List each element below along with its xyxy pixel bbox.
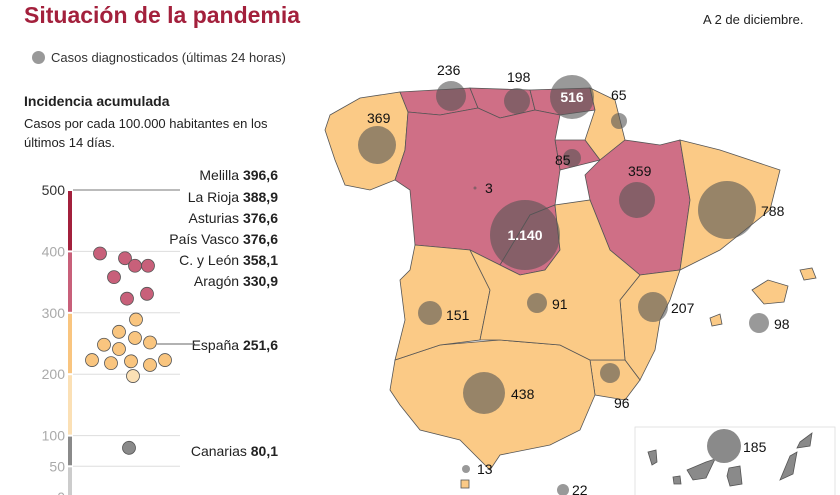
- region-dot: [85, 353, 99, 367]
- case-label: 13: [477, 461, 493, 477]
- case-label: 359: [628, 163, 652, 179]
- y-tick-label: 500: [42, 182, 66, 198]
- region-menorca: [799, 267, 817, 281]
- incidence-title: Incidencia acumulada: [24, 93, 170, 109]
- region-incidence-label: Melilla 396,6: [199, 167, 278, 183]
- region-dot: [97, 337, 111, 352]
- case-label: 65: [611, 87, 627, 103]
- region-mallorca: [751, 279, 789, 305]
- scale-band: [68, 313, 72, 374]
- case-bubble: [436, 81, 466, 111]
- case-bubble: [638, 292, 668, 322]
- region-dot: [143, 335, 157, 350]
- region-dot: [128, 258, 142, 273]
- region-dot: [104, 356, 118, 371]
- region-dot: [158, 353, 172, 367]
- case-bubble: [698, 181, 756, 239]
- region-dot: [141, 258, 155, 273]
- region-castilla-la-mancha: [469, 199, 641, 361]
- region-incidence-label: Asturias 376,6: [188, 210, 278, 226]
- case-bubble: [418, 301, 442, 325]
- case-label: 207: [671, 300, 695, 316]
- case-label: 96: [614, 395, 630, 411]
- case-bubble: [490, 200, 560, 270]
- case-label: 1.140: [507, 227, 542, 243]
- case-label: 3: [485, 180, 493, 196]
- ceuta-marker: [460, 479, 470, 489]
- case-bubble: [600, 363, 620, 383]
- case-bubble: [707, 429, 741, 463]
- legend: Casos diagnosticados (últimas 24 horas): [32, 50, 286, 65]
- region-dot: [120, 291, 134, 306]
- case-bubble: [749, 313, 769, 333]
- legend-label: Casos diagnosticados (últimas 24 horas): [51, 50, 286, 65]
- region-incidence-label: País Vasco 376,6: [169, 231, 278, 247]
- case-label: 151: [446, 307, 470, 323]
- date-label: A 2 de diciembre.: [703, 12, 804, 27]
- case-bubble: [358, 126, 396, 164]
- case-bubble: [563, 149, 581, 167]
- region-dot: [124, 354, 138, 369]
- region-dot: [143, 358, 157, 372]
- y-tick-label: 300: [42, 305, 66, 321]
- scale-band: [68, 252, 72, 312]
- case-bubble: [550, 75, 594, 119]
- case-label: 236: [437, 62, 461, 78]
- region-dot: [112, 324, 126, 339]
- case-label: 85: [555, 152, 571, 168]
- case-label: 788: [761, 203, 785, 219]
- case-label: 438: [511, 386, 535, 402]
- region-dot: [93, 246, 107, 261]
- incidence-subtitle: Casos por cada 100.000 habitantes en los…: [24, 116, 268, 150]
- region-incidence-label: C. y León 358,1: [179, 252, 278, 268]
- scale-band: [68, 191, 72, 251]
- y-tick-label: 50: [49, 458, 65, 474]
- region-dot: [118, 251, 132, 266]
- scale-band: [68, 375, 72, 435]
- case-label: 98: [774, 316, 790, 332]
- region-extremadura: [394, 244, 491, 361]
- case-bubble: [463, 372, 505, 414]
- region-dot: [140, 286, 154, 301]
- case-label: 516: [560, 89, 584, 105]
- region-incidence-label: Canarias 80,1: [191, 443, 278, 459]
- region-dot: [126, 369, 140, 383]
- case-label: 185: [743, 439, 767, 455]
- incidence-chart: 500400300200100500Melilla 396,6La Rioja …: [42, 167, 279, 495]
- spain-map: [324, 87, 836, 495]
- case-bubble: [557, 484, 569, 495]
- scale-band: [68, 467, 72, 495]
- region-dot: [122, 440, 136, 455]
- y-tick-label: 0: [57, 489, 65, 495]
- region-dot: [107, 270, 121, 285]
- canarias-inset: [634, 426, 836, 495]
- y-tick-label: 400: [42, 243, 66, 259]
- case-bubble: [619, 182, 655, 218]
- canarias-islands: [647, 432, 813, 487]
- gray-circle-icon: [32, 51, 45, 64]
- region-incidence-label: España 251,6: [192, 337, 279, 353]
- scale-band: [68, 436, 72, 466]
- case-bubble: [611, 113, 627, 129]
- case-label: 22: [572, 482, 588, 495]
- region-incidence-label: La Rioja 388,9: [188, 189, 279, 205]
- region-incidence-label: Aragón 330,9: [194, 273, 278, 289]
- case-bubble: [462, 465, 470, 473]
- case-label: 369: [367, 110, 391, 126]
- case-label: 198: [507, 69, 531, 85]
- region-ibiza: [709, 313, 723, 327]
- case-bubble: [527, 293, 547, 313]
- case-bubbles: 236 198 516 65 369 85 3 359 788 1.140 151 91 207 98 43…: [358, 62, 790, 495]
- region-dot: [112, 342, 126, 356]
- region-dot: [128, 331, 142, 345]
- y-tick-label: 100: [42, 428, 66, 444]
- y-tick-label: 200: [42, 366, 66, 382]
- region-dot: [129, 312, 143, 327]
- case-label: 91: [552, 296, 568, 312]
- page-title: Situación de la pandemia: [24, 2, 301, 28]
- case-bubble: [473, 186, 477, 190]
- case-bubble: [504, 88, 530, 114]
